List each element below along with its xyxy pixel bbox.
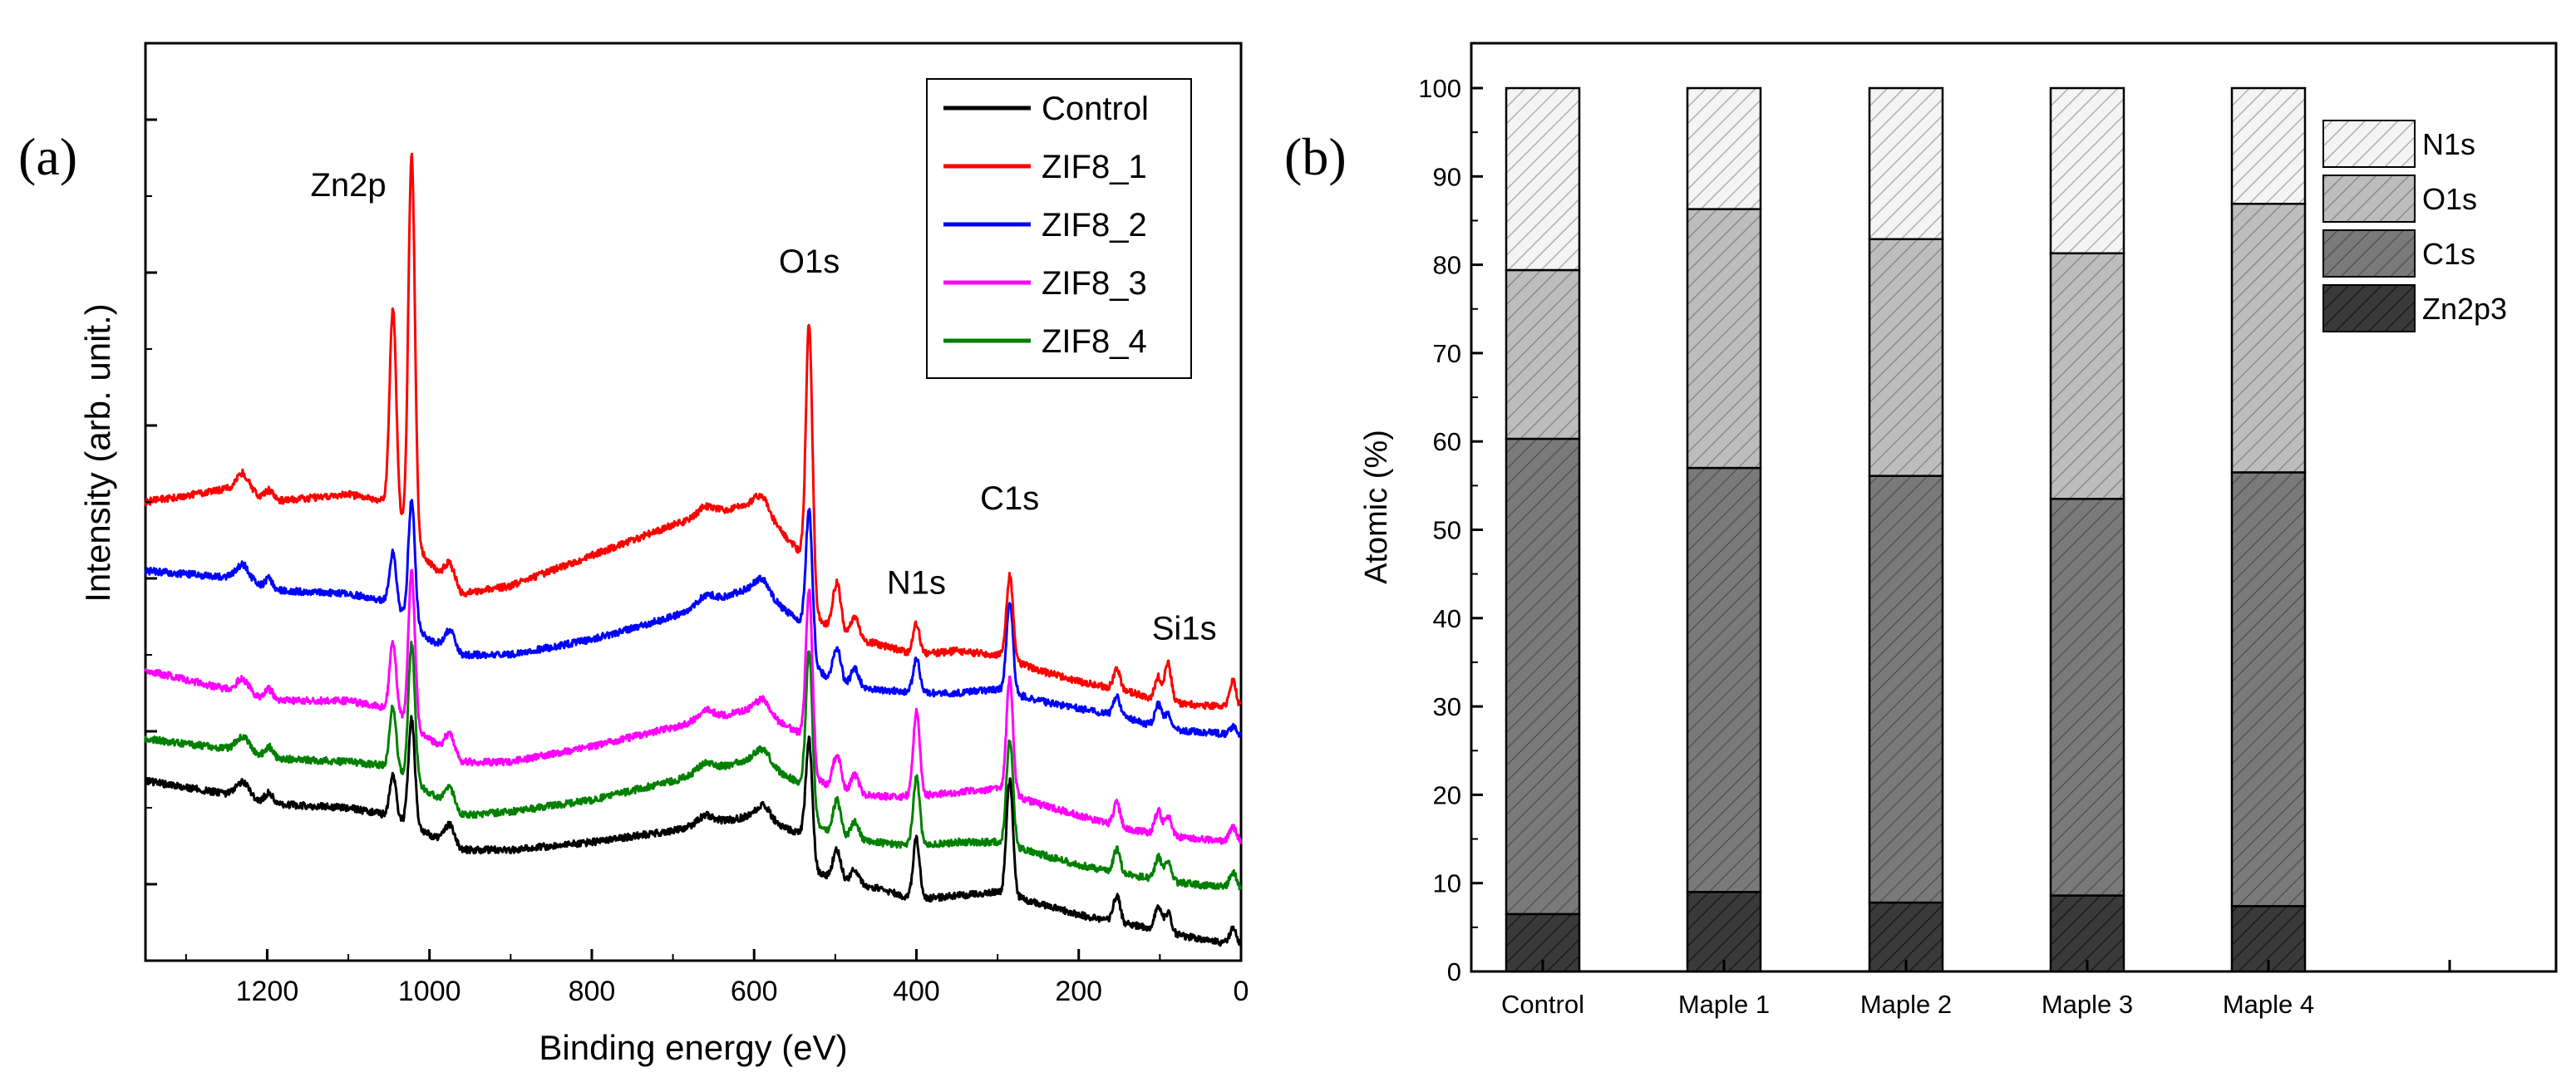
bar-segment-n1s-maple-4: [2230, 86, 2307, 205]
panel-b-atomic-composition: (b) 0 10 20 30 40 50 60 70 80 90 100 Control Maple …: [1284, 42, 2558, 1019]
plot-a-peak-labels: Zn2p O1s N1s C1s Si1s: [310, 167, 1216, 647]
bar-segment-o1s-maple-3: [2049, 252, 2125, 500]
legend-label-c1s: C1s: [2422, 237, 2475, 271]
y-tick-label: 40: [1433, 604, 1461, 633]
x-tick-label: 800: [569, 976, 616, 1007]
y-tick-label: 20: [1433, 780, 1461, 809]
plot-a-legend-box: [926, 78, 1192, 379]
bar-segment-o1s-maple-2: [1868, 238, 1944, 477]
legend-swatch-c1s: [2322, 229, 2416, 278]
bar-segment-c1s-control: [1505, 437, 1581, 916]
plot-a-y-axis-title: Intensity (arb. unit.): [78, 303, 117, 602]
series-line-zif8-3: [144, 568, 1243, 845]
bar-segment-c1s-maple-3: [2049, 498, 2125, 897]
panel-a-xps-survey: (a) 1200 1000 800 600 400 200 0 Zn2p O1s N1s C1s S…: [18, 42, 1249, 1067]
plot-b-y-ticks: 0 10 20 30 40 50 60 70 80 90 100: [1418, 74, 1483, 986]
series-line-control: [145, 715, 1243, 947]
y-tick-label: 80: [1433, 251, 1461, 280]
bar-segment-n1s-maple-1: [1686, 86, 1762, 210]
x-tick-label-maple-1: Maple 1: [1678, 990, 1770, 1019]
peak-label-zn2p: Zn2p: [310, 167, 386, 204]
series-line-zif8-4: [144, 640, 1243, 891]
bar-segment-c1s-maple-1: [1686, 466, 1762, 893]
x-tick-label-maple-4: Maple 4: [2223, 990, 2314, 1019]
x-tick-label: 600: [731, 976, 778, 1007]
legend-label-zif8-2: ZIF8_2: [1042, 207, 1147, 243]
legend-label-control: Control: [1042, 91, 1149, 127]
x-tick-label: 1000: [398, 976, 461, 1007]
legend-swatch-o1s: [2322, 175, 2416, 223]
bar-segment-o1s-control: [1505, 268, 1581, 440]
plot-b-frame: [1470, 42, 2558, 973]
x-tick-label: 200: [1055, 976, 1102, 1007]
y-tick-label: 50: [1433, 516, 1461, 545]
plot-a-legend: Control ZIF8_1 ZIF8_2 ZIF8_3 ZIF8_4: [926, 78, 1192, 379]
x-tick-label-control: Control: [1501, 990, 1584, 1019]
y-tick-label: 60: [1433, 427, 1461, 456]
y-tick-label: 100: [1418, 74, 1461, 103]
plot-b-bars: [1505, 86, 2307, 973]
legend-label-n1s: N1s: [2422, 127, 2475, 161]
series-line-zif8-2: [144, 499, 1242, 739]
y-tick-label: 30: [1433, 692, 1461, 721]
y-tick-label: 0: [1447, 957, 1461, 986]
plot-b-x-ticks: Control Maple 1 Maple 2 Maple 3 Maple 4: [1501, 960, 2451, 1019]
legend-swatch-zn2p3: [2322, 284, 2416, 332]
bar-segment-zn2p3-maple-1: [1686, 891, 1762, 973]
legend-label-zif8-3: ZIF8_3: [1042, 265, 1147, 302]
bar-segment-n1s-maple-3: [2049, 86, 2125, 255]
legend-label-o1s: O1s: [2422, 182, 2477, 216]
plot-a-x-axis-title: Binding energy (eV): [539, 1028, 847, 1067]
series-line-zif8-1: [144, 152, 1242, 711]
bar-segment-c1s-maple-4: [2230, 471, 2307, 907]
bar-segment-zn2p3-maple-3: [2049, 894, 2125, 973]
y-tick-label: 10: [1433, 869, 1461, 898]
peak-label-n1s: N1s: [887, 564, 946, 601]
x-tick-label: 1200: [236, 976, 299, 1007]
y-tick-label: 90: [1433, 162, 1461, 191]
legend-label-zif8-4: ZIF8_4: [1042, 323, 1147, 360]
x-tick-label: 0: [1234, 976, 1249, 1007]
bar-segment-c1s-maple-2: [1868, 475, 1944, 904]
peak-label-si1s: Si1s: [1152, 611, 1217, 647]
panel-b-label: (b): [1284, 127, 1347, 186]
plot-b-y-axis-title: Atomic (%): [1359, 430, 1394, 584]
y-tick-label: 70: [1433, 339, 1461, 368]
legend-swatch-n1s: [2322, 120, 2416, 168]
plot-a-y-ticks: [145, 118, 157, 886]
plot-a-x-ticks: 1200 1000 800 600 400 200 0: [185, 949, 1249, 1007]
bar-segment-n1s-control: [1505, 86, 1581, 272]
legend-label-zif8-1: ZIF8_1: [1042, 149, 1147, 185]
plot-b-legend: N1s O1s C1s Zn2p3: [2322, 120, 2507, 332]
legend-label-zn2p3: Zn2p3: [2422, 292, 2507, 326]
x-tick-label: 400: [893, 976, 940, 1007]
bar-segment-o1s-maple-4: [2230, 203, 2307, 474]
x-tick-label-maple-3: Maple 3: [2042, 990, 2133, 1019]
peak-label-c1s: C1s: [980, 480, 1039, 517]
x-tick-label-maple-2: Maple 2: [1860, 990, 1952, 1019]
bar-segment-n1s-maple-2: [1868, 86, 1944, 241]
bar-segment-o1s-maple-1: [1686, 208, 1762, 470]
panel-a-label: (a): [18, 127, 77, 186]
peak-label-o1s: O1s: [779, 243, 840, 280]
plot-a-series: [144, 152, 1243, 947]
